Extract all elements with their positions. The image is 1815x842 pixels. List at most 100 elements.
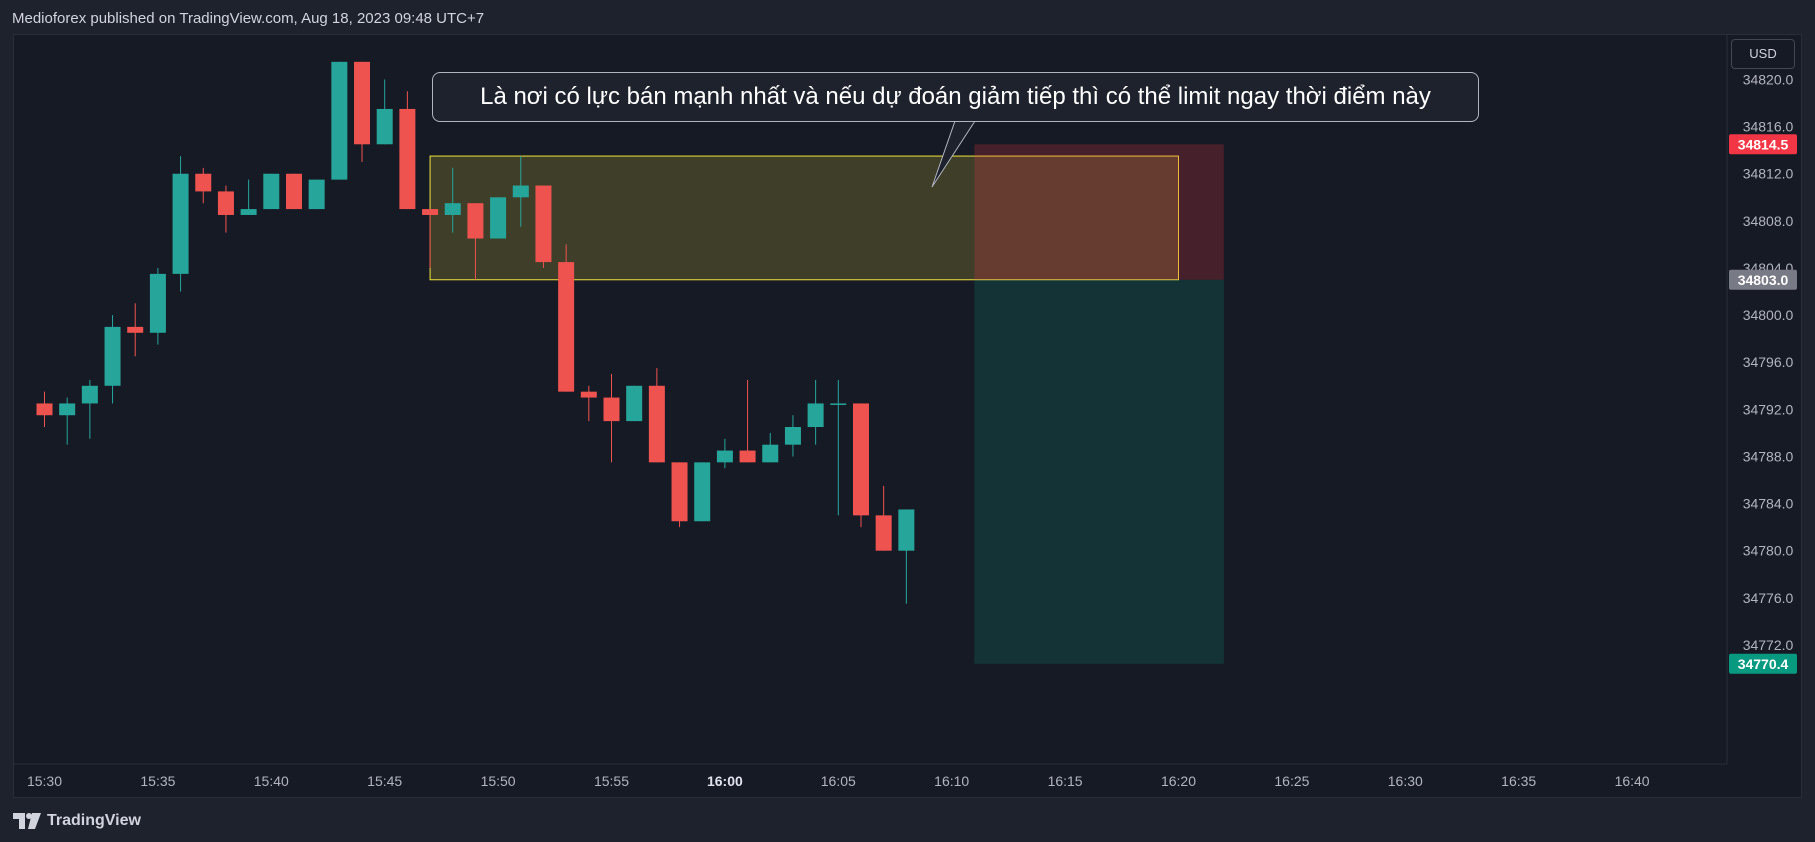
candle: [308, 179, 325, 210]
candle: [603, 374, 620, 463]
candle-body: [626, 385, 643, 422]
time-tick-label: 16:20: [1161, 773, 1196, 789]
candle-body: [308, 179, 325, 210]
candle-body: [149, 273, 166, 333]
tradingview-logo-icon: [13, 813, 41, 829]
candle: [739, 379, 756, 463]
time-tick-label: 15:30: [27, 773, 62, 789]
candle: [127, 303, 144, 357]
candle-body: [172, 173, 189, 274]
time-tick-label: 16:40: [1615, 773, 1650, 789]
candle-body: [580, 391, 597, 398]
candle-body: [716, 450, 733, 463]
price-label-text: 34770.4: [1738, 656, 1789, 672]
candle-body: [444, 203, 461, 215]
candle: [172, 156, 189, 292]
candle: [490, 197, 507, 239]
candle: [422, 209, 439, 268]
candle: [149, 267, 166, 345]
candle: [648, 368, 665, 463]
price-label-bg: [1729, 269, 1797, 290]
candle-body: [739, 450, 756, 463]
candle-body: [240, 209, 257, 215]
price-tick-label: 34816.0: [1743, 119, 1794, 135]
candle-body: [399, 108, 416, 210]
price-tick-label: 34800.0: [1743, 307, 1794, 323]
candle: [512, 156, 529, 227]
candle: [898, 509, 915, 604]
candle: [376, 79, 393, 145]
candle-body: [875, 515, 892, 551]
time-tick-label: 15:55: [594, 773, 629, 789]
footer-bar: [0, 798, 1815, 842]
candle-body: [331, 61, 348, 180]
candle-body: [535, 185, 552, 263]
time-tick-label: 16:10: [934, 773, 969, 789]
candle-body: [467, 203, 484, 239]
candle-body: [852, 403, 869, 516]
candle: [875, 485, 892, 551]
price-tick-label: 34784.0: [1743, 496, 1794, 512]
time-tick-label: 16:35: [1501, 773, 1536, 789]
candle: [195, 167, 212, 204]
candle-body: [36, 403, 53, 416]
candle-body: [762, 444, 779, 463]
candle: [694, 462, 711, 522]
price-tick-label: 34772.0: [1743, 637, 1794, 653]
chart-pane[interactable]: [13, 34, 1802, 798]
price-labels: 34814.5 34803.0 34770.4: [1729, 134, 1797, 674]
price-tick-label: 34780.0: [1743, 543, 1794, 559]
candle: [784, 415, 801, 457]
candle-body: [558, 262, 575, 392]
candle: [263, 173, 280, 210]
candle-body: [104, 326, 121, 386]
top-bar: Medioforex published on TradingView.com,…: [0, 0, 1815, 34]
candles-layer: [36, 61, 915, 604]
candle: [762, 432, 779, 463]
time-tick-label: 16:25: [1274, 773, 1309, 789]
time-tick-label: 16:05: [821, 773, 856, 789]
candle-body: [195, 173, 212, 192]
candle-body: [354, 61, 371, 145]
candle: [716, 438, 733, 469]
supply-zone: [429, 155, 1179, 281]
price-tick-label: 34796.0: [1743, 354, 1794, 370]
candle-body: [603, 397, 620, 422]
candle-body: [671, 462, 688, 522]
price-tick-label: 34792.0: [1743, 401, 1794, 417]
candle: [354, 61, 371, 162]
candle: [36, 391, 53, 428]
price-tick-label: 34776.0: [1743, 590, 1794, 606]
candle-body: [490, 197, 507, 239]
time-tick-label: 16:00: [707, 773, 743, 789]
price-label: 34770.4: [1729, 653, 1797, 674]
time-tick-label: 15:35: [140, 773, 175, 789]
price-tick-label: 34788.0: [1743, 448, 1794, 464]
candle: [807, 379, 824, 445]
candle: [285, 173, 302, 210]
time-tick-label: 15:40: [254, 773, 289, 789]
candle-body: [59, 403, 76, 416]
price-tick-label: 34808.0: [1743, 213, 1794, 229]
candle: [217, 185, 234, 233]
candle: [399, 91, 416, 210]
candle: [81, 379, 98, 439]
currency-button[interactable]: USD: [1731, 39, 1795, 69]
candle-body: [694, 462, 711, 522]
candle: [580, 385, 597, 422]
candle: [331, 61, 348, 180]
price-label: 34803.0: [1729, 269, 1797, 290]
tradingview-logo[interactable]: TradingView: [13, 812, 141, 830]
candle-body: [217, 191, 234, 215]
price-tick-label: 34812.0: [1743, 166, 1794, 182]
candle-body: [648, 385, 665, 463]
candle-body: [830, 403, 847, 405]
candle: [444, 167, 461, 233]
published-info: Medioforex published on TradingView.com,…: [12, 10, 485, 27]
candle-body: [784, 427, 801, 445]
candle: [558, 244, 575, 392]
candle: [59, 397, 76, 445]
time-axis: 15:30 15:35 15:40 15:45 15:50 15:55 16:00 16:05…: [13, 763, 1727, 789]
time-tick-label: 16:15: [1048, 773, 1083, 789]
